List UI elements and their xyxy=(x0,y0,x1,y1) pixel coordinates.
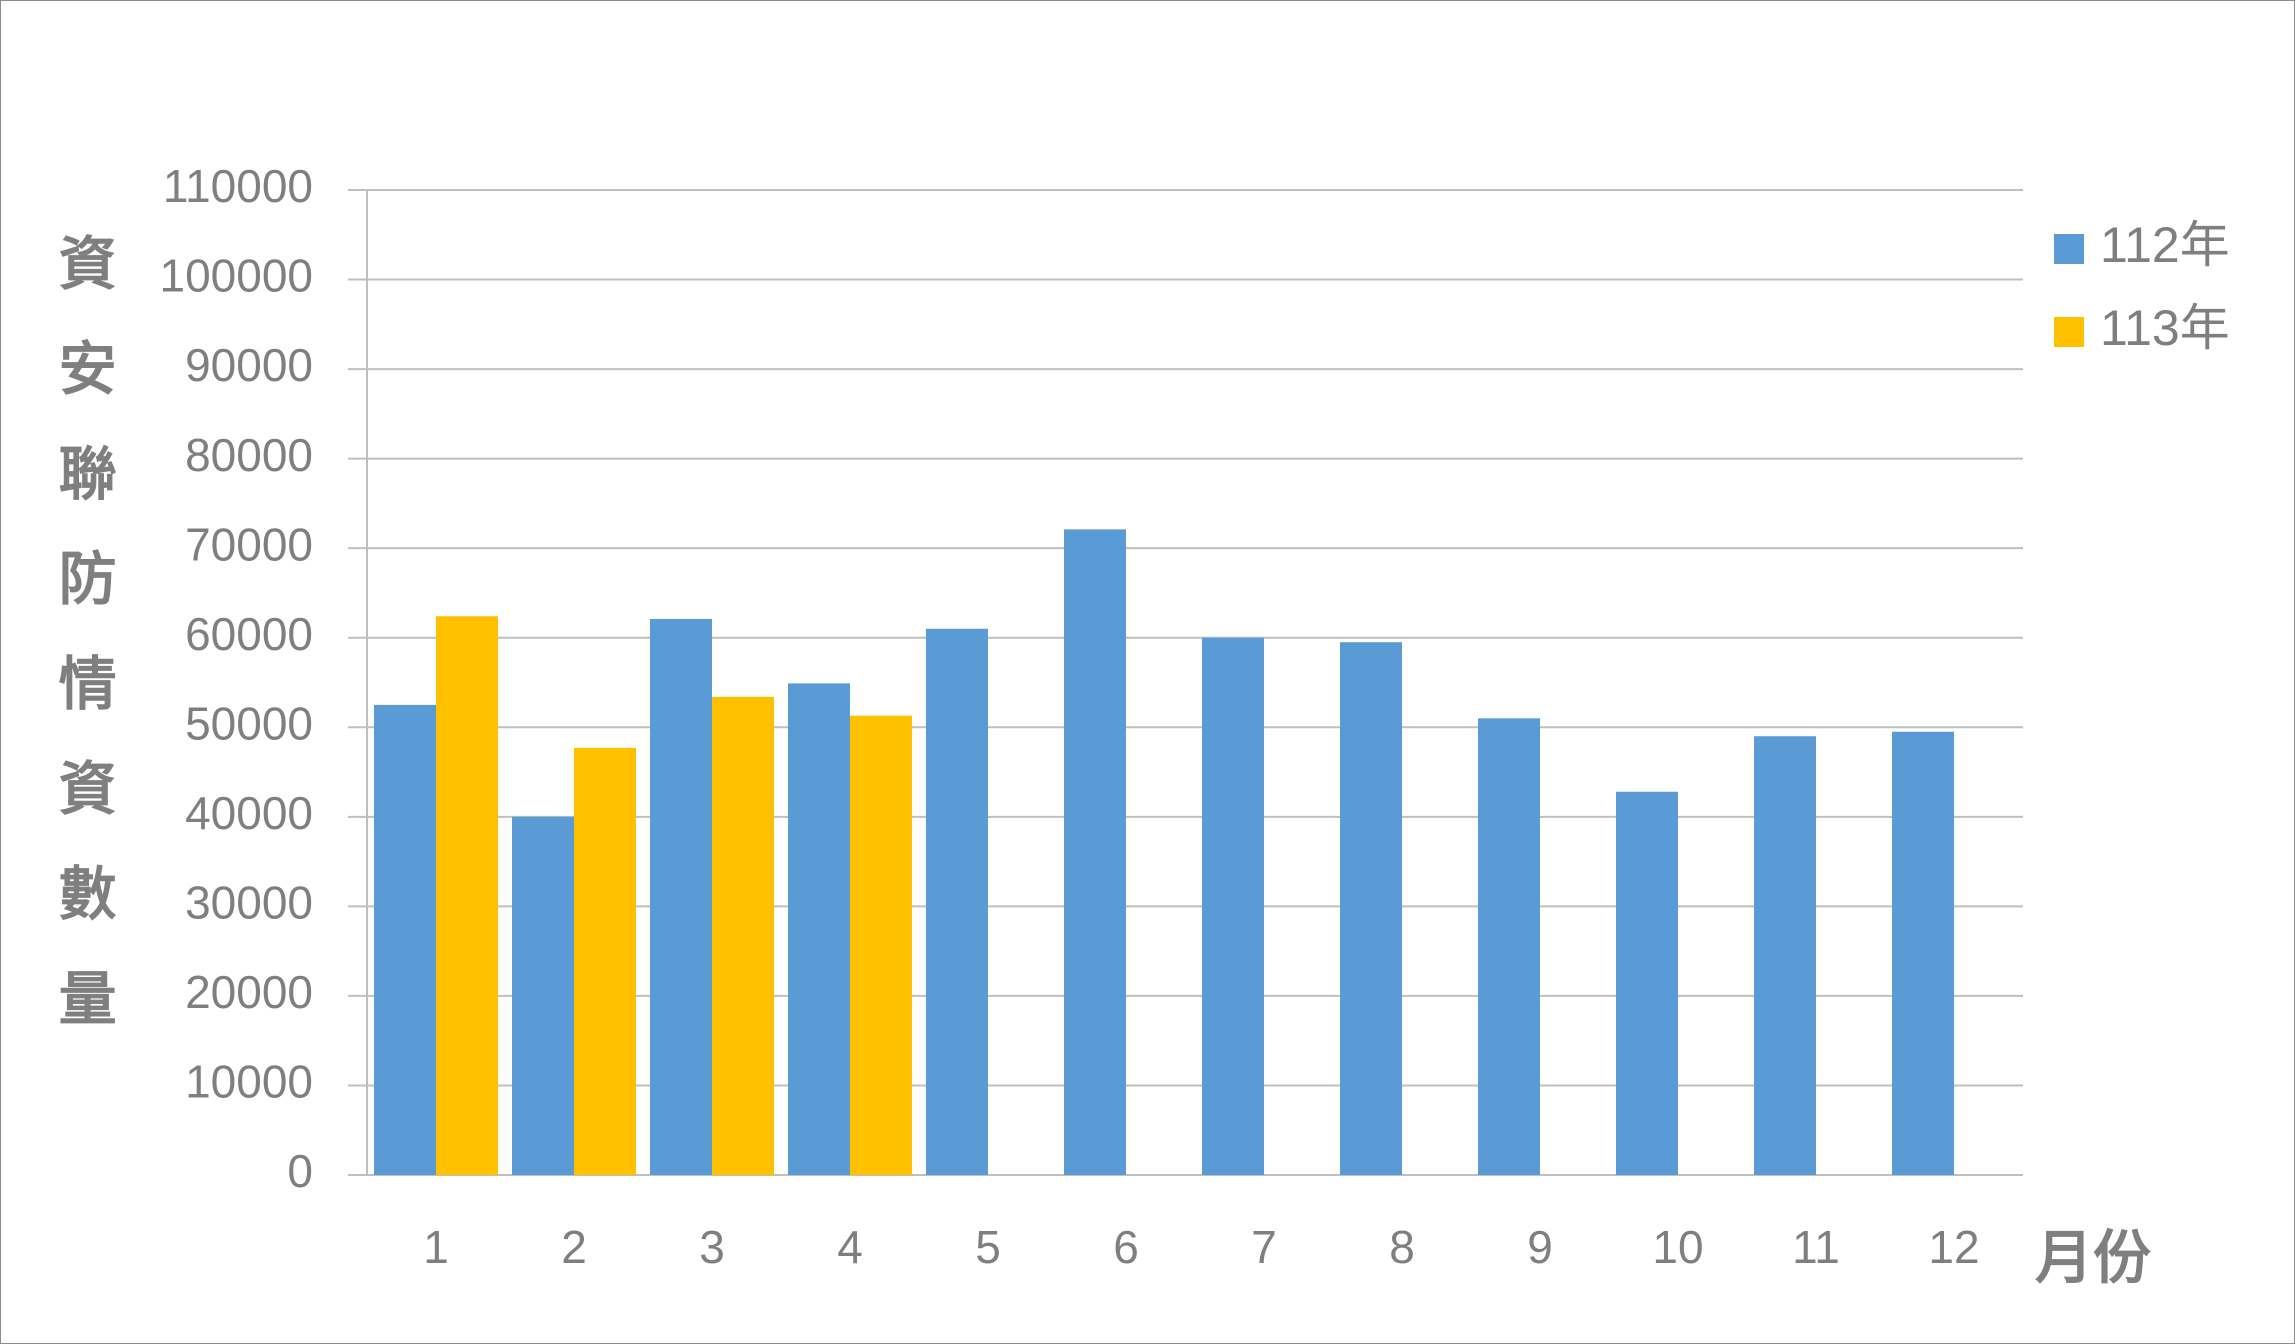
y-tick-label: 100000 xyxy=(160,250,314,302)
bar xyxy=(712,696,774,1175)
x-tick-label: 7 xyxy=(1251,1221,1277,1273)
y-axis-label: 資安聯防情資數量 xyxy=(50,233,117,1073)
x-tick-label: 3 xyxy=(699,1221,725,1273)
bar xyxy=(1616,791,1678,1175)
y-tick-label: 90000 xyxy=(185,339,313,391)
x-tick-label: 9 xyxy=(1527,1221,1553,1273)
y-tick-label: 110000 xyxy=(163,160,313,212)
legend-swatch xyxy=(2054,317,2084,347)
y-tick-label: 0 xyxy=(287,1145,313,1197)
y-tick-label: 50000 xyxy=(185,697,313,749)
y-tick-label: 10000 xyxy=(185,1056,313,1108)
bar xyxy=(1202,637,1264,1175)
bar xyxy=(1340,642,1402,1175)
x-tick-label: 12 xyxy=(1928,1221,1979,1273)
y-tick-label: 40000 xyxy=(185,787,313,839)
y-tick-label: 60000 xyxy=(185,608,313,660)
bar xyxy=(1754,736,1816,1175)
x-tick-label: 1 xyxy=(423,1221,449,1273)
x-tick-label: 6 xyxy=(1113,1221,1139,1273)
legend-label: 113年 xyxy=(2100,300,2230,356)
y-tick-label: 20000 xyxy=(185,966,313,1018)
bar xyxy=(850,715,912,1175)
y-tick-label: 70000 xyxy=(185,518,313,570)
bar xyxy=(436,616,498,1175)
bar xyxy=(374,704,436,1175)
bar xyxy=(788,683,850,1175)
legend-label: 112年 xyxy=(2100,217,2230,273)
x-tick-label: 5 xyxy=(975,1221,1001,1273)
bar xyxy=(1892,731,1954,1175)
x-tick-label: 2 xyxy=(561,1221,587,1273)
y-tick-label: 30000 xyxy=(185,877,313,929)
bar xyxy=(512,816,574,1175)
x-tick-label: 10 xyxy=(1652,1221,1703,1273)
legend-swatch xyxy=(2054,234,2084,264)
x-axis-label: 月份 xyxy=(2035,1225,2151,1290)
x-tick-label: 8 xyxy=(1389,1221,1415,1273)
bar xyxy=(650,618,712,1175)
bar xyxy=(926,628,988,1175)
x-tick-label: 4 xyxy=(837,1221,863,1273)
bar xyxy=(1478,718,1540,1175)
y-tick-label: 80000 xyxy=(185,429,313,481)
bar xyxy=(1064,529,1126,1175)
bar xyxy=(574,747,636,1175)
x-tick-label: 11 xyxy=(1792,1221,1840,1273)
